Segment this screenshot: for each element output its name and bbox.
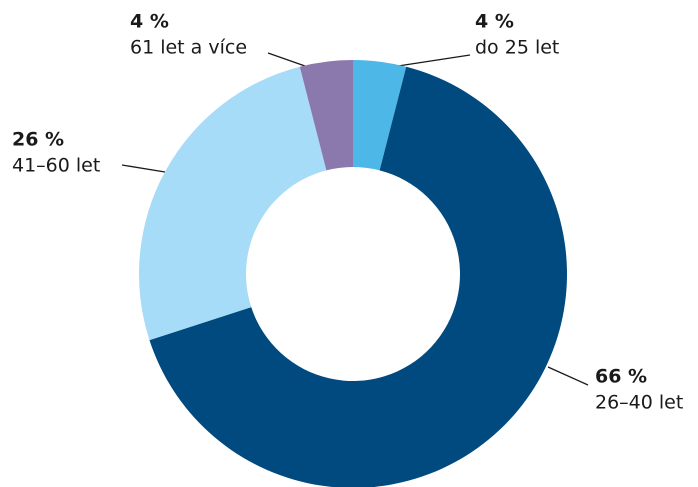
value-label: 4 % xyxy=(130,11,169,33)
leader-line xyxy=(121,164,166,173)
value-label: 4 % xyxy=(475,11,514,33)
category-label: do 25 let xyxy=(475,37,559,59)
donut-segment xyxy=(138,66,327,341)
donut-segment xyxy=(353,60,407,171)
donut-segment xyxy=(299,60,353,171)
leader-line xyxy=(397,54,471,67)
category-label: 61 let a více xyxy=(130,37,247,59)
leader-line xyxy=(547,366,589,386)
value-label: 66 % xyxy=(595,366,647,388)
leader-line xyxy=(267,52,306,67)
value-label: 26 % xyxy=(12,129,64,151)
category-label: 41–60 let xyxy=(12,155,100,177)
donut-segment xyxy=(149,66,567,487)
category-label: 26–40 let xyxy=(595,392,683,414)
